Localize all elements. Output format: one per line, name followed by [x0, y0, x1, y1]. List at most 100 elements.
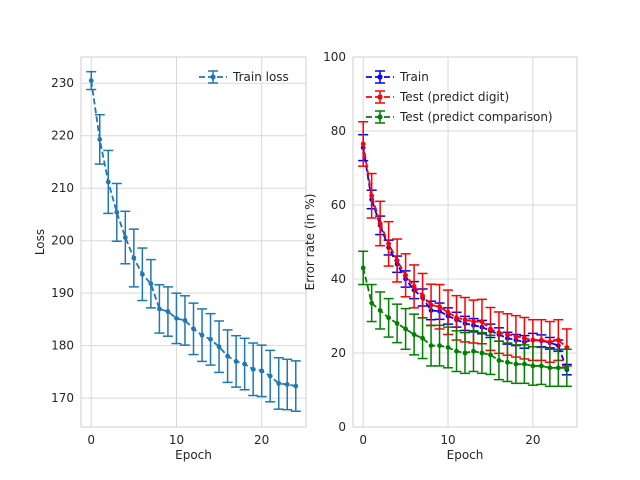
data-point	[513, 333, 519, 339]
data-point	[148, 281, 154, 287]
data-point	[445, 309, 451, 315]
data-point	[105, 179, 111, 185]
data-point	[394, 258, 400, 263]
loss-chart: 0 10 20 170 180 190 200 210 220 230 Epoch Loss Train…	[33, 56, 307, 462]
data-point	[555, 365, 561, 371]
y-tick-label: 210	[51, 181, 74, 195]
data-point	[199, 332, 205, 338]
data-point	[369, 193, 375, 199]
y-tick-label: 60	[331, 198, 346, 212]
data-point	[538, 363, 544, 369]
y-axis-label: Error rate (in %)	[303, 194, 317, 291]
data-point	[139, 271, 145, 277]
y-tick-label: 40	[331, 272, 346, 286]
data-point	[403, 326, 409, 332]
series-3	[358, 250, 572, 388]
data-point	[513, 361, 519, 367]
data-point	[97, 136, 103, 142]
data-point	[521, 335, 527, 341]
data-point	[259, 368, 265, 374]
data-point	[386, 241, 392, 247]
data-point	[284, 382, 290, 387]
data-point	[437, 304, 442, 310]
data-point	[479, 350, 485, 356]
data-point	[564, 365, 570, 371]
y-axis-label: Loss	[33, 229, 47, 255]
data-point	[471, 319, 476, 324]
legend-marker	[210, 74, 216, 80]
data-point	[267, 373, 273, 379]
series-1	[86, 70, 301, 413]
y-tick-label: 200	[51, 234, 74, 248]
data-point	[479, 319, 485, 324]
data-point	[437, 343, 442, 348]
data-point	[208, 336, 213, 342]
legend-marker	[377, 94, 383, 100]
data-point	[394, 321, 400, 326]
x-tick-label: 0	[359, 433, 367, 447]
data-point	[411, 332, 417, 337]
data-point	[445, 345, 451, 350]
plot-frame	[80, 56, 307, 428]
data-point	[174, 315, 179, 321]
x-tick-label: 0	[87, 433, 95, 447]
data-point	[530, 363, 536, 369]
y-tick-label: 80	[331, 124, 346, 138]
data-point	[88, 78, 94, 84]
data-point	[454, 348, 459, 354]
legend-label: Train loss	[232, 70, 289, 84]
data-point	[191, 326, 196, 332]
x-tick-label: 10	[440, 433, 455, 447]
x-axis-label: Epoch	[175, 448, 212, 462]
data-point	[488, 352, 493, 358]
legend-label: Train	[399, 70, 429, 84]
data-point	[386, 315, 392, 321]
x-tick-label: 20	[525, 433, 540, 447]
data-point	[420, 335, 425, 341]
error-rate-chart: 0 10 20 0 20 40 60 80 100 Epoch Error rate (in %) T…	[303, 50, 578, 462]
data-point	[360, 265, 366, 271]
data-point	[122, 235, 128, 240]
data-point	[420, 293, 425, 299]
data-point	[131, 255, 137, 261]
data-point	[276, 381, 282, 386]
data-point	[428, 302, 434, 308]
data-point	[157, 306, 162, 312]
data-point	[471, 348, 476, 354]
data-point	[547, 339, 553, 345]
legend-label: Test (predict digit)	[399, 90, 509, 104]
data-point	[182, 318, 188, 323]
data-point	[454, 315, 459, 321]
data-point	[233, 358, 239, 364]
y-tick-label: 100	[323, 50, 346, 64]
data-point	[403, 272, 409, 278]
legend: Train Test (predict digit) Test (predict c…	[366, 70, 553, 124]
data-point	[250, 366, 256, 372]
data-point	[225, 353, 230, 359]
data-point	[496, 358, 502, 363]
data-point	[505, 359, 510, 365]
y-tick-label: 0	[338, 420, 346, 434]
plot-frame	[352, 56, 578, 428]
data-point	[496, 330, 502, 336]
data-point	[360, 141, 366, 147]
data-point	[428, 343, 434, 348]
y-tick-label: 230	[51, 76, 74, 90]
legend-label: Test (predict comparison)	[399, 110, 553, 124]
data-point	[377, 221, 383, 226]
data-point	[242, 361, 248, 367]
data-point	[462, 317, 468, 323]
legend-marker	[377, 74, 383, 80]
y-tick-label: 190	[51, 286, 74, 300]
data-point	[411, 284, 417, 289]
y-tick-label: 180	[51, 339, 74, 353]
data-point	[505, 332, 510, 337]
data-point	[547, 365, 553, 371]
y-tick-label: 220	[51, 129, 74, 143]
legend: Train loss	[199, 70, 289, 84]
data-point	[216, 344, 222, 350]
data-point	[377, 308, 383, 313]
data-point	[114, 209, 120, 215]
data-point	[165, 309, 171, 314]
